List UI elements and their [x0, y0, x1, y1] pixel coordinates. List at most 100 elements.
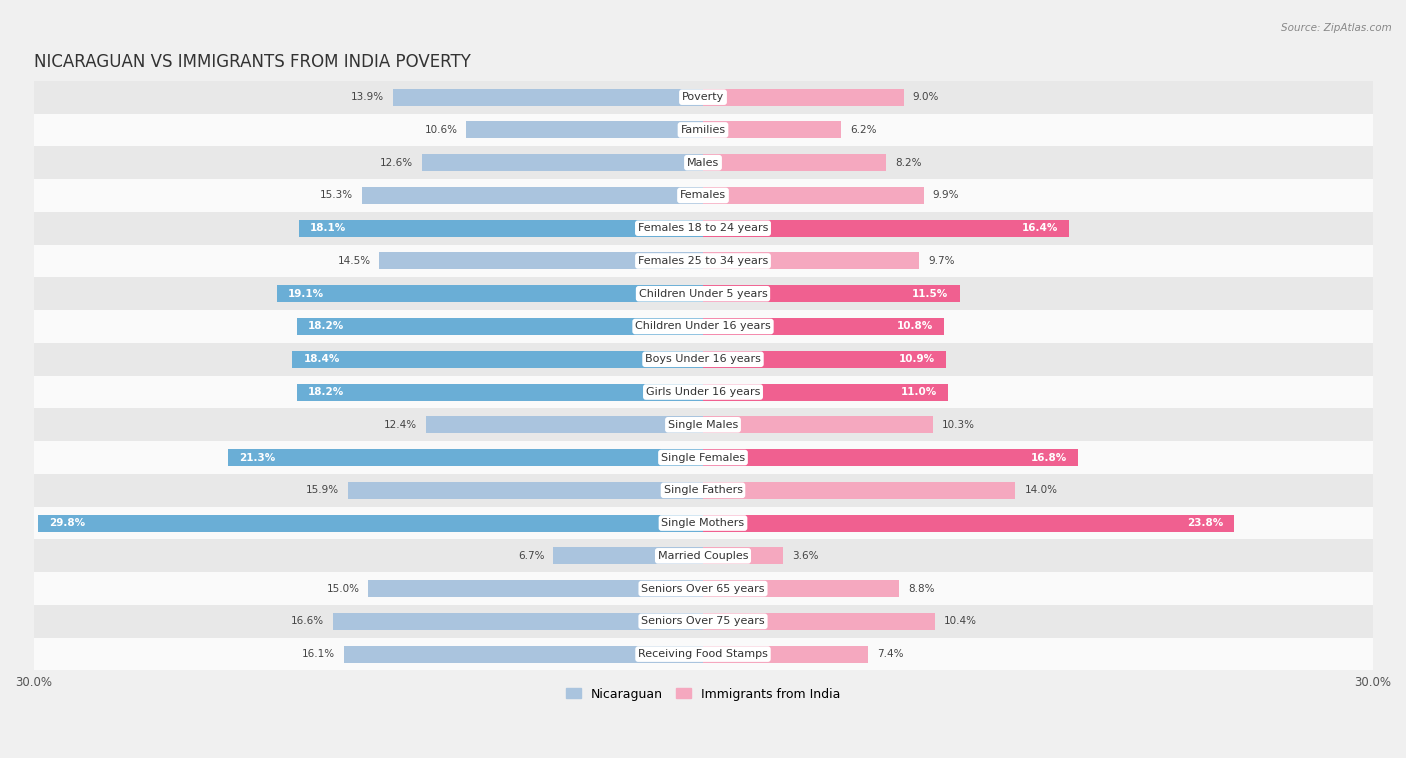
- Bar: [34, 441, 1372, 474]
- Text: 16.4%: 16.4%: [1022, 223, 1057, 233]
- Bar: [38, 515, 703, 531]
- Text: 18.2%: 18.2%: [308, 321, 344, 331]
- Bar: [703, 351, 946, 368]
- Text: 14.0%: 14.0%: [1025, 485, 1057, 495]
- Bar: [361, 187, 703, 204]
- Text: Receiving Food Stamps: Receiving Food Stamps: [638, 649, 768, 659]
- Bar: [34, 474, 1372, 506]
- Bar: [554, 547, 703, 565]
- Bar: [292, 351, 703, 368]
- Bar: [228, 449, 703, 466]
- Text: 15.3%: 15.3%: [319, 190, 353, 200]
- Bar: [703, 515, 1234, 531]
- Text: 10.8%: 10.8%: [897, 321, 932, 331]
- Bar: [703, 89, 904, 105]
- Bar: [34, 211, 1372, 245]
- Text: 12.4%: 12.4%: [384, 420, 418, 430]
- Text: 13.9%: 13.9%: [350, 92, 384, 102]
- Bar: [380, 252, 703, 270]
- Text: Single Fathers: Single Fathers: [664, 485, 742, 495]
- Bar: [297, 384, 703, 400]
- Bar: [34, 179, 1372, 211]
- Bar: [34, 277, 1372, 310]
- Text: 16.8%: 16.8%: [1031, 453, 1067, 462]
- Bar: [703, 121, 841, 139]
- Bar: [34, 376, 1372, 409]
- Text: 29.8%: 29.8%: [49, 518, 86, 528]
- Text: Families: Families: [681, 125, 725, 135]
- Bar: [703, 580, 900, 597]
- Text: 10.6%: 10.6%: [425, 125, 457, 135]
- Bar: [422, 154, 703, 171]
- Bar: [703, 187, 924, 204]
- Bar: [277, 285, 703, 302]
- Text: Females 25 to 34 years: Females 25 to 34 years: [638, 256, 768, 266]
- Bar: [703, 646, 868, 662]
- Bar: [34, 540, 1372, 572]
- Text: Seniors Over 75 years: Seniors Over 75 years: [641, 616, 765, 626]
- Text: Seniors Over 65 years: Seniors Over 65 years: [641, 584, 765, 594]
- Bar: [368, 580, 703, 597]
- Text: Married Couples: Married Couples: [658, 551, 748, 561]
- Text: 3.6%: 3.6%: [792, 551, 818, 561]
- Text: 15.9%: 15.9%: [307, 485, 339, 495]
- Bar: [467, 121, 703, 139]
- Bar: [349, 482, 703, 499]
- Text: 15.0%: 15.0%: [326, 584, 360, 594]
- Text: 9.0%: 9.0%: [912, 92, 939, 102]
- Bar: [703, 482, 1015, 499]
- Bar: [34, 343, 1372, 376]
- Text: 16.6%: 16.6%: [291, 616, 323, 626]
- Text: 23.8%: 23.8%: [1187, 518, 1223, 528]
- Bar: [703, 449, 1078, 466]
- Text: 18.4%: 18.4%: [304, 354, 340, 365]
- Bar: [34, 605, 1372, 637]
- Bar: [333, 612, 703, 630]
- Legend: Nicaraguan, Immigrants from India: Nicaraguan, Immigrants from India: [561, 682, 845, 706]
- Bar: [703, 612, 935, 630]
- Text: 12.6%: 12.6%: [380, 158, 413, 168]
- Bar: [703, 252, 920, 270]
- Bar: [703, 547, 783, 565]
- Text: 16.1%: 16.1%: [302, 649, 335, 659]
- Bar: [34, 637, 1372, 671]
- Text: 7.4%: 7.4%: [877, 649, 904, 659]
- Bar: [297, 318, 703, 335]
- Text: 18.1%: 18.1%: [311, 223, 346, 233]
- Text: Females 18 to 24 years: Females 18 to 24 years: [638, 223, 768, 233]
- Bar: [703, 384, 949, 400]
- Text: NICARAGUAN VS IMMIGRANTS FROM INDIA POVERTY: NICARAGUAN VS IMMIGRANTS FROM INDIA POVE…: [34, 53, 471, 71]
- Bar: [34, 245, 1372, 277]
- Bar: [34, 114, 1372, 146]
- Bar: [392, 89, 703, 105]
- Text: 19.1%: 19.1%: [288, 289, 323, 299]
- Bar: [34, 81, 1372, 114]
- Text: Girls Under 16 years: Girls Under 16 years: [645, 387, 761, 397]
- Bar: [703, 318, 943, 335]
- Bar: [34, 506, 1372, 540]
- Text: Single Mothers: Single Mothers: [661, 518, 745, 528]
- Text: 9.7%: 9.7%: [928, 256, 955, 266]
- Text: 21.3%: 21.3%: [239, 453, 276, 462]
- Text: Single Females: Single Females: [661, 453, 745, 462]
- Text: Children Under 5 years: Children Under 5 years: [638, 289, 768, 299]
- Text: 11.5%: 11.5%: [912, 289, 949, 299]
- Text: 8.2%: 8.2%: [896, 158, 921, 168]
- Text: Poverty: Poverty: [682, 92, 724, 102]
- Text: 9.9%: 9.9%: [932, 190, 959, 200]
- Text: 6.7%: 6.7%: [517, 551, 544, 561]
- Bar: [34, 310, 1372, 343]
- Text: Boys Under 16 years: Boys Under 16 years: [645, 354, 761, 365]
- Text: 10.9%: 10.9%: [898, 354, 935, 365]
- Bar: [703, 285, 960, 302]
- Bar: [703, 220, 1069, 236]
- Text: 10.4%: 10.4%: [943, 616, 977, 626]
- Bar: [34, 572, 1372, 605]
- Text: Females: Females: [681, 190, 725, 200]
- Text: Single Males: Single Males: [668, 420, 738, 430]
- Bar: [703, 154, 886, 171]
- Text: Children Under 16 years: Children Under 16 years: [636, 321, 770, 331]
- Bar: [299, 220, 703, 236]
- Bar: [703, 416, 932, 434]
- Text: 6.2%: 6.2%: [851, 125, 877, 135]
